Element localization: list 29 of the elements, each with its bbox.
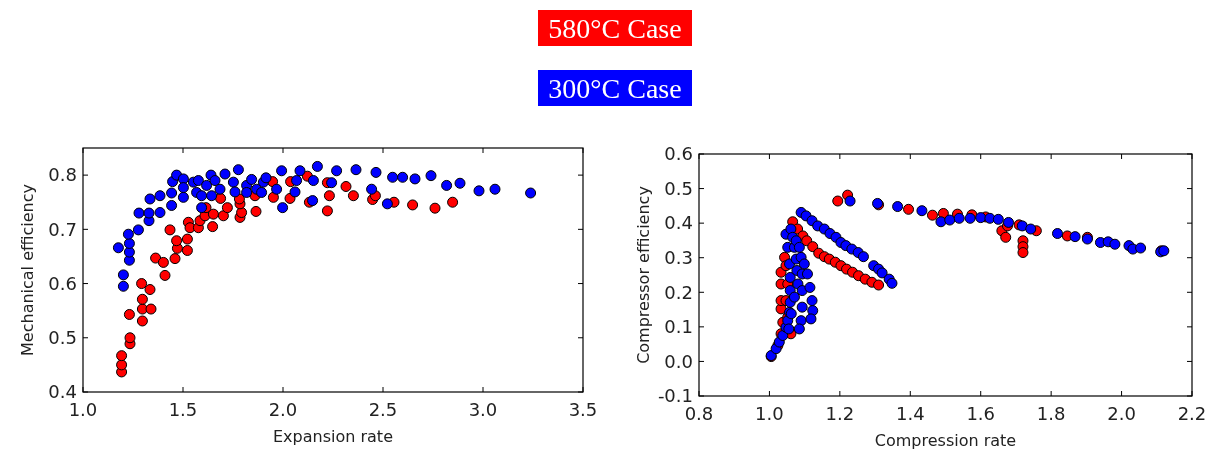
y-tick-label: 0.6 (664, 143, 693, 165)
x-axis-title: Compression rate (874, 431, 1017, 450)
x-tick-label: 2.0 (1107, 403, 1136, 424)
text: 580°C Case (548, 12, 682, 44)
y-tick-label: 0.7 (48, 218, 77, 240)
x-tick-label: 1.0 (755, 403, 784, 424)
x-tick-label: 3.5 (568, 399, 598, 420)
y-tick-label: 0.4 (664, 212, 693, 234)
x-tick-label: 2.2 (1177, 403, 1207, 424)
x-tick-label: 1.5 (168, 399, 198, 420)
x-tick-label: 1.8 (1036, 403, 1066, 424)
x-tick-label: 1.2 (825, 403, 855, 424)
y-tick-label: 0.3 (664, 247, 693, 269)
x-axis-title: Expansion rate (273, 427, 393, 446)
y-tick-label: 0.0 (664, 350, 693, 372)
x-tick-label: 2.5 (368, 399, 398, 420)
y-tick-label: 0.6 (48, 272, 77, 294)
y-axis-title: Mechanical efficiency (18, 184, 37, 356)
y-axis-title: Compressor efficiency (634, 186, 653, 364)
y-tick-label: 0.8 (48, 164, 77, 186)
y-tick-label: 0.1 (664, 316, 693, 338)
y-tick-label: 0.2 (664, 281, 693, 303)
text: 300°C Case (548, 72, 682, 104)
x-tick-label: 3.0 (468, 399, 498, 420)
x-tick-label: 2.0 (268, 399, 298, 420)
x-tick-label: 1.4 (895, 403, 925, 424)
y-tick-label: 0.5 (48, 327, 77, 349)
y-tick-label: 0.5 (664, 177, 693, 199)
x-tick-label: 1.6 (966, 403, 996, 424)
